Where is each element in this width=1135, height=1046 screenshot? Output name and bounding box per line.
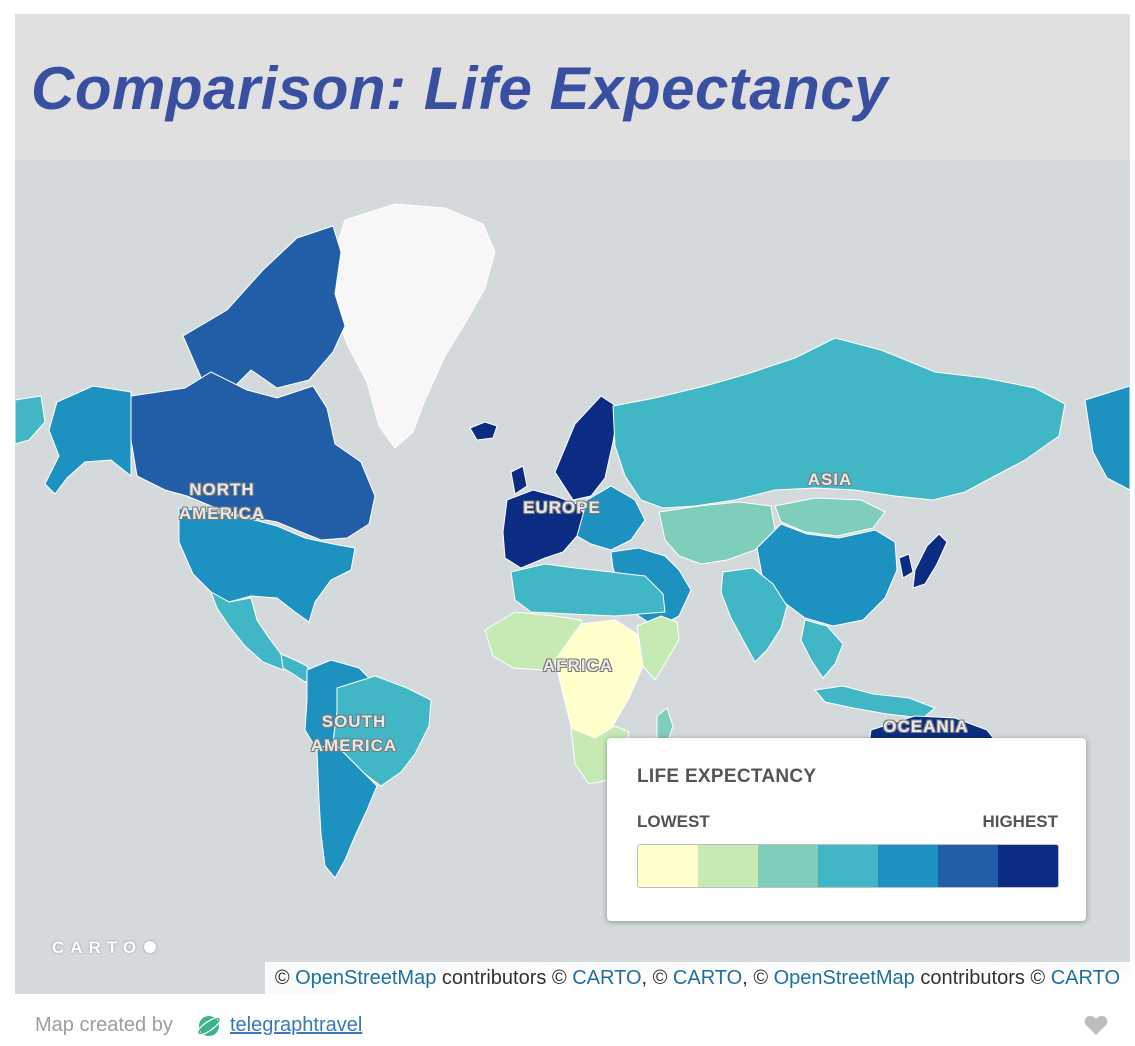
korea[interactable] <box>898 553 914 579</box>
attribution-link[interactable]: CARTO <box>1050 967 1120 989</box>
western-russia-edge[interactable] <box>15 395 46 445</box>
page-title: Comparison: Life Expectancy <box>31 55 889 122</box>
legend-step-1 <box>638 845 698 887</box>
map-attribution: © OpenStreetMap contributors © CARTO, © … <box>264 962 1130 994</box>
japan[interactable] <box>912 533 948 589</box>
attribution-link[interactable]: OpenStreetMap <box>295 967 437 989</box>
indonesia[interactable] <box>814 685 936 719</box>
legend-step-5 <box>878 845 938 887</box>
british-isles[interactable] <box>510 465 528 495</box>
title-band: Comparison: Life Expectancy <box>15 14 1130 160</box>
india[interactable] <box>720 567 788 663</box>
eastern-europe[interactable] <box>576 485 646 551</box>
attribution-text: , © <box>641 967 673 989</box>
central-asia[interactable] <box>658 501 776 565</box>
planet-icon <box>196 1013 222 1044</box>
attribution-link[interactable]: CARTO <box>672 967 743 989</box>
greenland[interactable] <box>328 203 496 449</box>
legend-color-ramp <box>637 844 1059 888</box>
legend-low-label: LOWEST <box>637 812 710 831</box>
label-north-america: NORTH AMERICA <box>178 480 266 523</box>
legend-step-6 <box>938 845 998 887</box>
heart-icon[interactable] <box>1084 1014 1108 1041</box>
mongolia[interactable] <box>774 497 886 537</box>
attribution-text: , © <box>742 967 774 989</box>
attribution-text: © <box>274 967 296 989</box>
map-canvas[interactable]: NORTH AMERICA EUROPE ASIA AFRICA SOUTH A… <box>15 160 1130 994</box>
legend-step-7 <box>998 845 1058 887</box>
southern-cone[interactable] <box>316 741 378 879</box>
attribution-link[interactable]: CARTO <box>572 967 642 989</box>
footer: Map created by telegraphtravel <box>0 994 1135 1046</box>
far-east-russia-edge[interactable] <box>1084 385 1130 491</box>
attribution-link[interactable]: OpenStreetMap <box>773 967 915 989</box>
north-africa[interactable] <box>510 563 666 617</box>
attribution-text: contributors © <box>436 967 573 989</box>
alaska[interactable] <box>44 385 132 495</box>
legend-high-label: HIGHEST <box>982 812 1058 831</box>
label-asia: ASIA <box>807 470 853 489</box>
label-africa: AFRICA <box>542 656 614 675</box>
label-south-america: SOUTH AMERICA <box>310 712 398 755</box>
legend-step-2 <box>698 845 758 887</box>
map-frame: Comparison: Life Expectancy <box>15 14 1130 994</box>
scandinavia[interactable] <box>554 395 620 501</box>
legend-step-4 <box>818 845 878 887</box>
iceland[interactable] <box>469 421 498 441</box>
carto-logo-text: CARTO <box>52 938 143 957</box>
legend-step-3 <box>758 845 818 887</box>
western-europe[interactable] <box>502 489 588 569</box>
legend-title: LIFE EXPECTANCY <box>637 766 817 787</box>
carto-logo[interactable]: CARTO <box>52 938 157 958</box>
legend: LIFE EXPECTANCY LOWEST HIGHEST <box>607 738 1086 921</box>
russia[interactable] <box>612 337 1066 509</box>
southeast-asia[interactable] <box>800 619 844 679</box>
attribution-text: contributors © <box>914 967 1051 989</box>
east-africa[interactable] <box>636 615 680 681</box>
carto-dot-icon <box>144 941 157 953</box>
canada[interactable] <box>130 371 376 541</box>
world-map[interactable] <box>15 160 1130 994</box>
label-oceania: OCEANIA <box>883 717 969 736</box>
footer-prefix: Map created by <box>35 1014 173 1036</box>
label-europe: EUROPE <box>523 498 601 517</box>
central-africa[interactable] <box>554 619 644 751</box>
footer-user-link[interactable]: telegraphtravel <box>230 1014 363 1036</box>
